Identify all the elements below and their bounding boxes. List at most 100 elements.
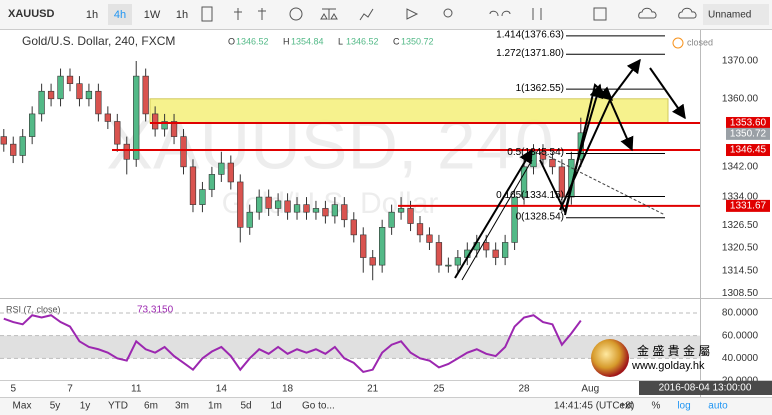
candle-body [38,90,45,115]
range-button[interactable]: 5d [240,401,251,412]
fib-label: 0.165(1334.15) [496,190,564,201]
candle-body [142,75,149,115]
price-tag-label: 1331.67 [730,201,767,212]
candle-body [189,166,197,205]
candle-body [435,242,443,266]
last-price-label: 1350.72 [730,129,767,140]
ohlc-value: 1346.52 [346,36,379,46]
scale-option[interactable]: log [677,401,690,412]
watermark-name: Gold/U.S. Dollar [222,187,439,220]
range-button[interactable]: 5y [50,401,61,412]
candle-body [123,143,130,160]
candle-body [95,90,102,115]
rsi-band [0,335,700,359]
ohlc-key: C [393,36,400,46]
candle-body [416,223,424,236]
candle-body [331,204,339,217]
time-tick-label: 14 [216,384,228,395]
candle-body [256,196,263,213]
interval-button[interactable]: 1h [86,9,98,21]
status-icon [672,37,684,49]
price-tag [726,144,770,157]
candle-body [293,204,301,213]
candle-body [341,204,348,221]
candle-body [379,227,386,266]
price-tag [726,199,770,212]
goto-button[interactable]: Go to... [302,401,335,412]
toolbar-icons [201,6,697,22]
interval-button[interactable]: 4h [114,9,126,21]
price-pane [0,30,700,298]
price-tick-label: 1314.50 [722,265,759,276]
last-price-tag [726,127,770,140]
fib-label: 0(1328.54) [516,211,564,222]
logo-url: www.golday.hk [631,360,705,372]
candle-body [104,113,111,122]
logo-mark [591,339,629,377]
time-axis [0,380,700,397]
range-button[interactable]: 6m [144,401,158,412]
zone-box [149,98,669,124]
time-tick-label: 21 [367,384,379,395]
fib-label: 1(1362.55) [516,83,564,94]
candle-body [170,121,178,137]
status: closed [687,37,713,47]
date-marker: 2016-08-04 13:00:00 [659,383,752,394]
logo: 金 盛 貴 金 屬 www.golday.hk [591,339,710,377]
scale-option[interactable]: auto [708,401,728,412]
candle-body [350,219,357,236]
range-button[interactable]: 1d [270,401,281,412]
rsi-current: 73.3150 [137,305,174,316]
candle-body [199,189,206,205]
interval-button[interactable]: 1W [144,9,161,21]
zone-layer [149,98,669,124]
candle-body [151,113,159,130]
candle-body [539,151,547,160]
candle-body [445,264,452,267]
logo-name: 金 盛 貴 金 屬 [637,343,710,358]
price-tick-label: 1326.50 [722,220,759,231]
layout-button[interactable] [703,4,769,25]
candle-body [303,204,310,213]
chart-title: Gold/U.S. Dollar, 240, FXCM [22,34,175,48]
layout-name[interactable]: Unnamed [708,10,751,21]
range-button[interactable]: 3m [175,401,189,412]
candle-body [397,208,405,213]
interval-active [108,4,132,25]
symbol[interactable]: XAUUSD [8,8,55,20]
range-button[interactable]: YTD [108,401,128,412]
range-button[interactable]: 1y [80,401,91,412]
time-tick-label: 7 [67,384,73,395]
candle-body [76,83,83,100]
candle-body [218,162,225,175]
candle-body [29,113,36,137]
candle-body [369,257,376,266]
time-tick-label: Aug [581,384,599,395]
candle-body [274,200,282,209]
candle-body [246,211,253,228]
price-tick-label: 1342.00 [722,161,759,172]
candle-body [10,143,17,156]
range-button[interactable]: 1m [208,401,222,412]
candle-body [322,208,329,217]
rsi-tick-label: 40.0000 [722,353,759,364]
rsi-name: RSI (7, close) [6,304,61,314]
candle-body [558,166,566,198]
scale-option[interactable]: ext [619,401,633,412]
scale-option[interactable]: % [652,401,661,412]
clock: 14:41:45 (UTC+8) [554,401,634,412]
fib-label: 1.272(1371.80) [496,48,564,59]
candle-body [265,196,272,209]
candle-body [483,242,490,251]
candle-body [0,136,7,145]
candle-body [208,174,216,190]
interval-button[interactable]: 1h [176,9,188,21]
time-tick-label: 18 [282,384,294,395]
time-tick-label: 11 [131,384,142,395]
candle-body [426,234,433,243]
ohlc-value: 1350.72 [401,36,434,46]
range-button[interactable]: Max [13,401,32,412]
price-tick-label: 1320.50 [722,243,759,254]
candle-body [85,90,93,100]
